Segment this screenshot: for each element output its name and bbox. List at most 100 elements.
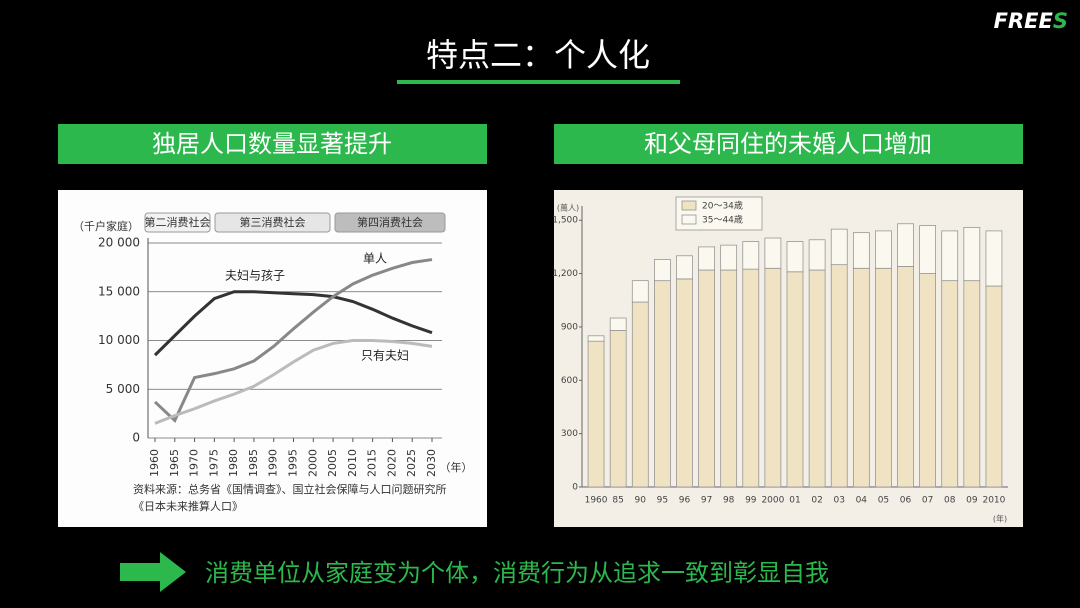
bar-segment xyxy=(830,228,848,266)
bar-segment xyxy=(654,280,671,488)
panel-banner xyxy=(554,124,1023,164)
bar-segment xyxy=(830,264,848,488)
era-box xyxy=(334,212,446,233)
era-label: 第四消费社会 xyxy=(357,215,423,229)
y-tick-label: 15 000 xyxy=(98,284,140,298)
line xyxy=(154,339,433,425)
bar-segment xyxy=(720,269,738,488)
logo: FREES xyxy=(994,9,1068,33)
bar-segment xyxy=(698,246,715,271)
y-tick-label: 900 xyxy=(561,322,578,332)
bar-segment xyxy=(654,259,671,282)
bar-segment xyxy=(941,230,959,282)
x-tick-label: 2000 xyxy=(761,496,784,506)
x-tick-label: 1990 xyxy=(267,449,280,477)
x-unit: （年） xyxy=(440,460,473,474)
source: 资料来源：总务省《国情调查》、国立社会保障与人口问题研究所 xyxy=(133,482,447,496)
bar-segment xyxy=(786,241,804,273)
bar-segment xyxy=(919,225,936,274)
x-tick-label: 98 xyxy=(723,496,735,506)
y-tick-label: 0 xyxy=(132,431,140,445)
x-tick-label: 96 xyxy=(679,496,691,506)
bar-segment xyxy=(897,266,914,488)
arrow-icon xyxy=(120,552,186,592)
y-tick-label: 20 000 xyxy=(98,236,140,250)
bar-segment xyxy=(985,230,1003,287)
bar-segment xyxy=(764,237,782,269)
bar-segment xyxy=(852,232,870,269)
series-label: 只有夫妇 xyxy=(361,349,409,363)
chart-image xyxy=(58,190,487,527)
bar-segment xyxy=(875,230,892,269)
bar-segment xyxy=(676,255,693,280)
title-underline xyxy=(397,80,680,84)
y-tick-label: 600 xyxy=(561,376,578,386)
x-tick-label: 97 xyxy=(701,496,712,506)
bar-segment xyxy=(742,241,760,270)
era-box xyxy=(144,212,211,233)
bar-segment xyxy=(919,273,936,488)
legend-swatch xyxy=(681,200,697,211)
x-tick-label: 1985 xyxy=(247,449,260,477)
bar-segment xyxy=(941,280,959,488)
line xyxy=(153,290,433,357)
bar-segment xyxy=(897,223,914,267)
x-tick-label: 1995 xyxy=(287,449,300,477)
y-tick-label: 1,500 xyxy=(552,216,578,226)
bar-segment xyxy=(587,335,605,342)
x-tick-label: 2020 xyxy=(385,449,398,477)
x-tick-label: 1965 xyxy=(168,449,181,477)
y-tick-label: 300 xyxy=(561,429,578,439)
y-tick-label: 0 xyxy=(572,483,578,493)
panel-heading: 独居人口数量显著提升 xyxy=(152,130,392,158)
bar-segment xyxy=(609,330,627,488)
x-tick-label: 2010 xyxy=(346,449,359,477)
y-unit: （千户家庭） xyxy=(73,219,139,233)
bar-segment xyxy=(698,269,715,488)
x-tick-label: 02 xyxy=(811,496,822,506)
era-label: 第三消费社会 xyxy=(240,215,306,229)
y-tick-label: 10 000 xyxy=(98,333,140,347)
legend-label: 35～44歳 xyxy=(702,214,743,226)
x-unit: (年) xyxy=(993,514,1007,524)
legend-label: 20～34歳 xyxy=(702,200,743,212)
bar-segment xyxy=(631,301,649,488)
era-box xyxy=(214,212,331,233)
x-tick-label: 1975 xyxy=(207,449,220,477)
x-tick-label: 03 xyxy=(833,496,844,506)
line xyxy=(153,258,433,423)
x-tick-label: 01 xyxy=(789,496,800,506)
source: 《日本未来推算人口》 xyxy=(133,499,243,513)
bar-segment xyxy=(742,268,760,488)
x-tick-label: 90 xyxy=(635,496,647,506)
x-tick-label: 05 xyxy=(878,496,889,506)
x-tick-label: 08 xyxy=(944,496,956,506)
x-tick-label: 09 xyxy=(966,496,978,506)
x-tick-label: 2025 xyxy=(405,449,418,477)
bar-segment xyxy=(963,226,981,282)
bar-segment xyxy=(808,269,826,488)
bar-segment xyxy=(875,267,892,488)
series-label: 夫妇与孩子 xyxy=(225,269,285,283)
x-tick-label: 07 xyxy=(922,496,933,506)
x-tick-label: 2005 xyxy=(326,449,339,477)
bar-segment xyxy=(963,280,981,488)
bar-segment xyxy=(852,267,870,488)
x-tick-label: 1960 xyxy=(585,496,608,506)
x-tick-label: 06 xyxy=(900,496,912,506)
x-tick-label: 99 xyxy=(745,496,757,506)
panel-heading: 和父母同住的未婚人口增加 xyxy=(644,130,932,158)
x-tick-label: 1980 xyxy=(227,449,240,477)
bar-segment xyxy=(808,239,826,271)
bar-segment xyxy=(764,267,782,488)
bar-segment xyxy=(609,317,627,331)
bar-segment xyxy=(587,340,605,488)
x-tick-label: 1960 xyxy=(148,449,161,477)
y-unit: (萬人) xyxy=(557,203,579,213)
panel-banner xyxy=(58,124,487,164)
x-tick-label: 95 xyxy=(657,496,668,506)
bar-segment xyxy=(786,271,804,488)
x-tick-label: 2030 xyxy=(425,449,438,477)
x-tick-label: 85 xyxy=(612,496,623,506)
